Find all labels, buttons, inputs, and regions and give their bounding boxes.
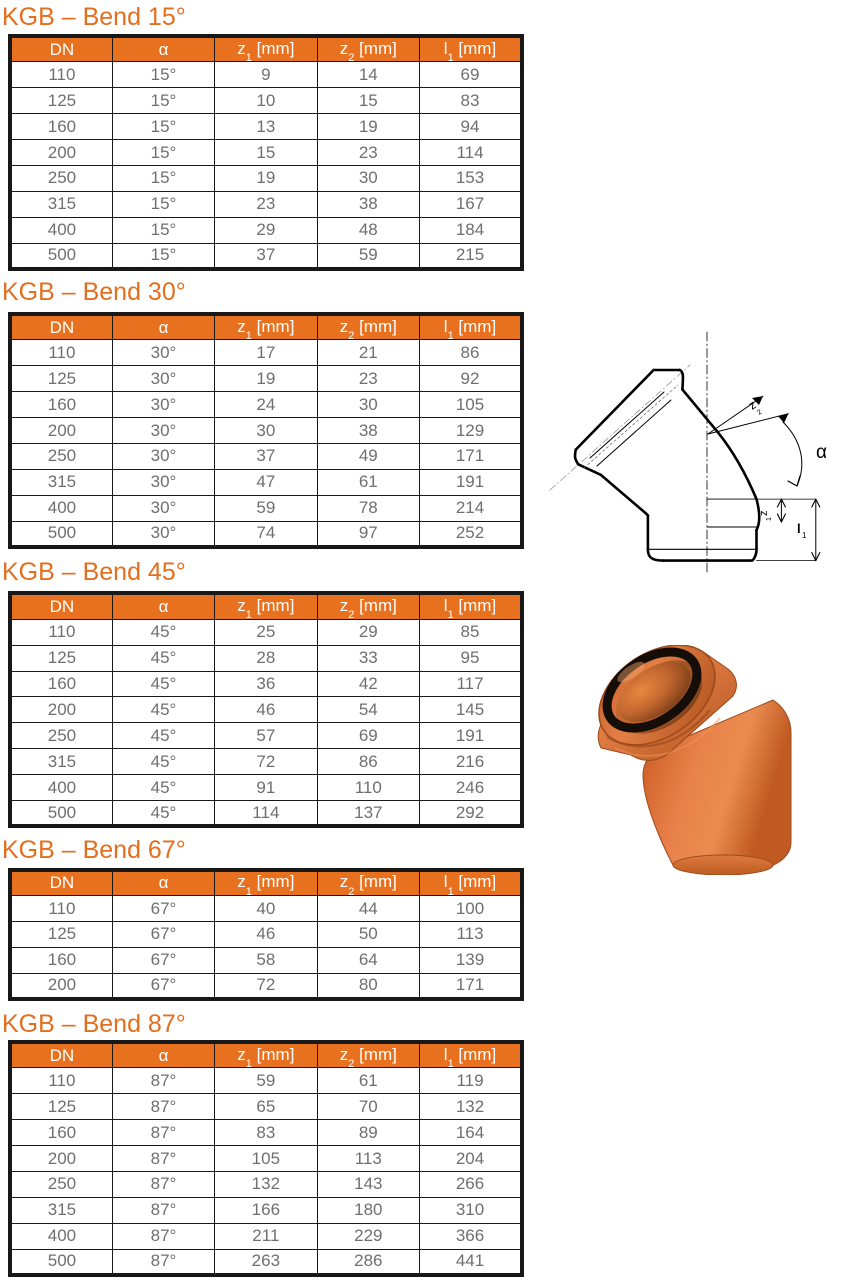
svg-text:1: 1 xyxy=(802,531,807,540)
svg-text:2: 2 xyxy=(756,409,763,417)
svg-text:z: z xyxy=(758,511,770,517)
svg-text:l: l xyxy=(797,521,801,536)
svg-text:α: α xyxy=(816,442,827,463)
svg-text:1: 1 xyxy=(766,517,773,521)
